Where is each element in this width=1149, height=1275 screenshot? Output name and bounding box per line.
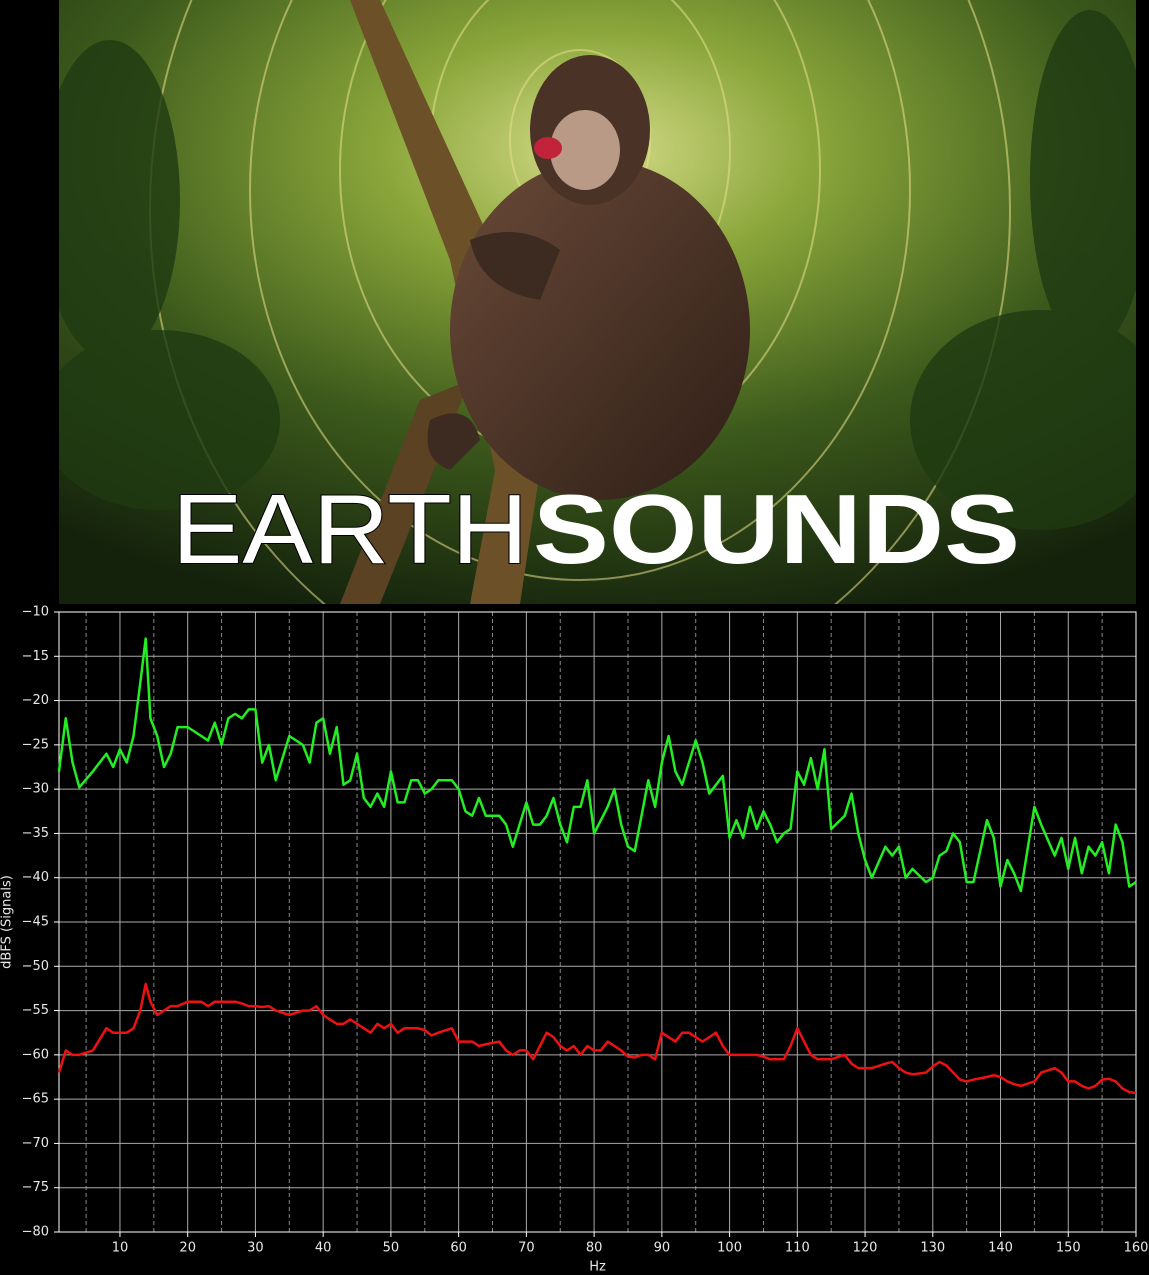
y-tick-label: −25 [22, 737, 49, 752]
x-tick-label: 130 [920, 1241, 945, 1256]
x-tick-label: 90 [654, 1241, 671, 1256]
y-tick-label: −65 [22, 1092, 49, 1107]
banner-title-light: EARTH [172, 474, 528, 584]
y-tick-label: −60 [22, 1047, 49, 1062]
x-tick-label: 80 [586, 1241, 603, 1256]
y-tick-label: −50 [22, 959, 49, 974]
x-axis-label: Hz [589, 1260, 606, 1275]
y-tick-label: −40 [22, 870, 49, 885]
x-tick-label: 100 [717, 1241, 742, 1256]
x-tick-label: 140 [988, 1241, 1013, 1256]
y-tick-label: −55 [22, 1003, 49, 1018]
x-tick-label: 110 [785, 1241, 810, 1256]
x-tick-label: 10 [112, 1241, 129, 1256]
y-tick-label: −80 [22, 1225, 49, 1240]
y-tick-label: −45 [22, 915, 49, 930]
y-tick-label: −20 [22, 693, 49, 708]
y-tick-label: −15 [22, 649, 49, 664]
banner-title-bold: SOUNDS [533, 474, 1020, 584]
x-tick-label: 150 [1056, 1241, 1081, 1256]
x-tick-label: 30 [247, 1241, 264, 1256]
x-tick-label: 50 [383, 1241, 400, 1256]
y-axis-label: dBFS (Signals) [0, 875, 15, 969]
y-tick-label: −10 [22, 605, 49, 620]
y-tick-label: −70 [22, 1136, 49, 1151]
y-tick-label: −75 [22, 1180, 49, 1195]
y-tick-label: −30 [22, 782, 49, 797]
x-tick-label: 60 [450, 1241, 467, 1256]
banner-image [59, 0, 1136, 604]
chart: 10 20 30 40 50 60 70 80 90 100 110 120 130 140 150 160 −… [0, 605, 1148, 1275]
x-tick-label: 40 [315, 1241, 332, 1256]
x-tick-label: 160 [1124, 1241, 1149, 1256]
plot-frame [58, 611, 1137, 1233]
x-tick-label: 20 [179, 1241, 196, 1256]
series-line [57, 982, 1137, 1095]
x-tick-label: 70 [518, 1241, 535, 1256]
x-tick-label: 120 [853, 1241, 878, 1256]
series-line [57, 637, 1137, 893]
y-tick-label: −35 [22, 826, 49, 841]
